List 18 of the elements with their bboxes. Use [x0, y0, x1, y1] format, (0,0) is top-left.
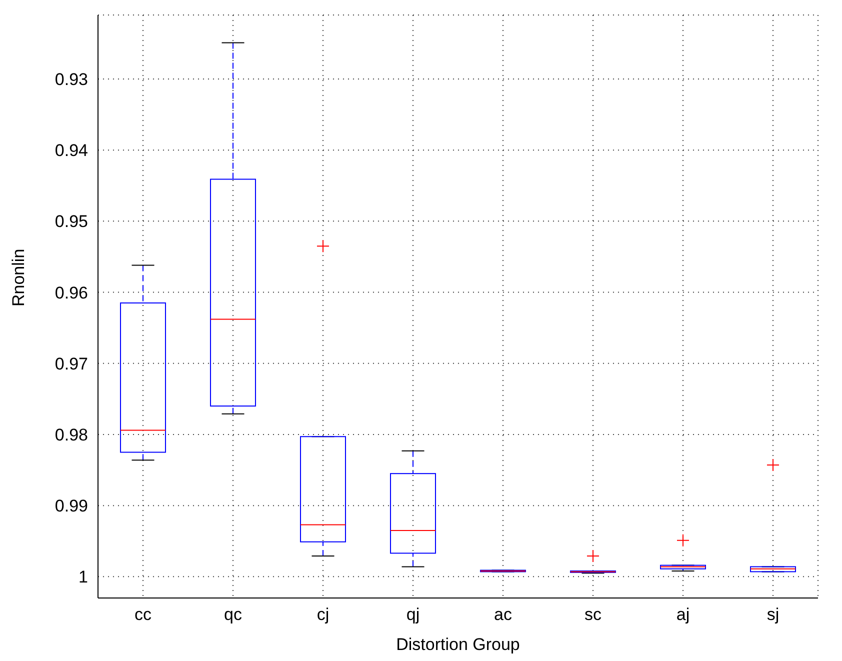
y-tick-label: 1 [78, 568, 88, 587]
y-axis-title: Rnonlin [9, 248, 28, 306]
x-tick-label: ac [494, 605, 512, 624]
y-tick-label: 0.99 [54, 496, 88, 516]
y-tick-label: 0.98 [54, 426, 88, 445]
x-tick-label: qj [406, 605, 420, 624]
x-tick-label: qc [224, 605, 242, 624]
x-tick-label: aj [676, 605, 690, 624]
y-tick-label: 0.95 [54, 212, 88, 232]
y-tick-label: 0.96 [54, 283, 88, 302]
y-tick-label: 0.94 [54, 141, 88, 160]
x-axis-title: Distortion Group [396, 635, 520, 654]
y-tick-label: 0.97 [54, 354, 88, 374]
x-tick-label: sc [584, 605, 602, 624]
y-tick-label: 0.93 [54, 70, 88, 90]
x-tick-label: cj [316, 605, 330, 624]
x-tick-label: sj [766, 605, 780, 624]
x-tick-label: cc [134, 605, 152, 624]
